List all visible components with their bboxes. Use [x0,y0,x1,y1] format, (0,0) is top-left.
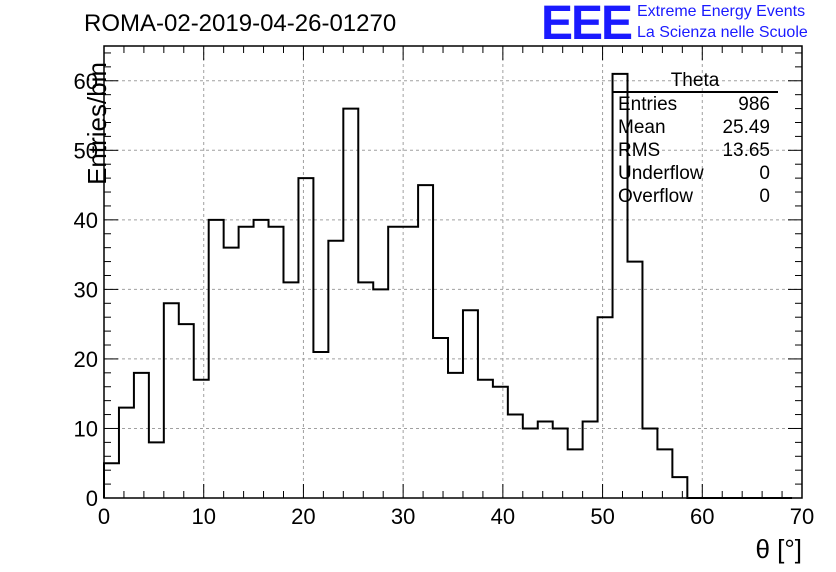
histogram-bin [194,380,209,498]
histogram-bin [149,442,164,498]
histogram-bin [463,310,478,498]
logo-line-2: La Scienza nelle Scuole [637,24,808,41]
histogram-bin [134,373,149,498]
stats-label: Mean [618,117,666,138]
histogram-bin [403,227,418,498]
histogram-bin [343,109,358,498]
x-tick-label: 60 [690,504,714,529]
x-tick-label: 10 [191,504,215,529]
stats-value: 0 [759,163,770,184]
stats-label: Entries [618,94,678,115]
histogram-bin [164,303,179,498]
histogram-bin [209,220,224,498]
histogram-bin [313,352,328,498]
run-title: ROMA-02-2019-04-26-01270 [84,10,397,37]
stats-label: Underflow [618,163,704,184]
y-tick-label: 10 [74,416,98,441]
histogram-bin [358,282,373,498]
histogram-bin [269,227,284,498]
stats-row-underflow: Underflow 0 [612,162,778,185]
histogram-bin [239,227,254,498]
x-axis-label: θ [°] [755,534,802,564]
histogram-bin [642,428,657,498]
histogram-bin [104,463,119,498]
histogram-bin [657,449,672,498]
y-tick-label: 30 [74,277,98,302]
histogram-bin [448,373,463,498]
x-tick-label: 30 [391,504,415,529]
histogram-bin [433,338,448,498]
stats-value: 13.65 [722,140,770,161]
histogram-bin [672,477,687,498]
histogram-bin [478,380,493,498]
stats-label: RMS [618,140,661,161]
y-tick-label: 40 [74,208,98,233]
stats-row-rms: RMS 13.65 [612,139,778,162]
histogram-bin [493,387,508,498]
stats-box: Theta Entries 986 Mean 25.49 RMS 13.65 U… [612,70,778,208]
histogram-bin [568,449,583,498]
histogram-bin [283,282,298,498]
x-tick-label: 0 [98,504,110,529]
y-tick-label: 60 [74,69,98,94]
histogram-bin [553,428,568,498]
plot-frame [103,45,803,499]
histogram-bin [254,220,269,498]
histogram-bin [598,317,613,498]
stats-value: 25.49 [722,117,770,138]
histogram-bin [373,289,388,498]
y-tick-label: 50 [74,138,98,163]
stats-value: 986 [738,94,770,115]
y-tick-label: 20 [74,347,98,372]
histogram-outline [103,72,793,499]
x-tick-label: 50 [590,504,614,529]
histogram-bin [388,227,403,498]
x-tick-label: 40 [491,504,515,529]
stats-row-entries: Entries 986 [612,93,778,116]
histogram-bin [328,241,343,498]
y-axis-label: Entries/bin [81,62,112,185]
histogram-bin [298,178,313,498]
histogram-bin [523,428,538,498]
logo-line-1: Extreme Energy Events [637,3,806,20]
y-tick-label: 0 [86,486,98,511]
eee-logo: EEE [541,0,633,50]
stats-label: Overflow [618,186,693,207]
histogram-bin [119,408,134,498]
x-tick-label: 70 [790,504,814,529]
histogram-bin [224,248,239,498]
histogram-bin [583,422,598,498]
histogram-bin [538,422,553,498]
histogram-bin [508,415,523,498]
histogram-bin [418,185,433,498]
stats-row-overflow: Overflow 0 [612,185,778,208]
x-tick-label: 20 [291,504,315,529]
histogram-bin [179,324,194,498]
stats-name: Theta [612,70,778,93]
stats-row-mean: Mean 25.49 [612,116,778,139]
histogram-bin [628,262,643,498]
stats-value: 0 [759,186,770,207]
